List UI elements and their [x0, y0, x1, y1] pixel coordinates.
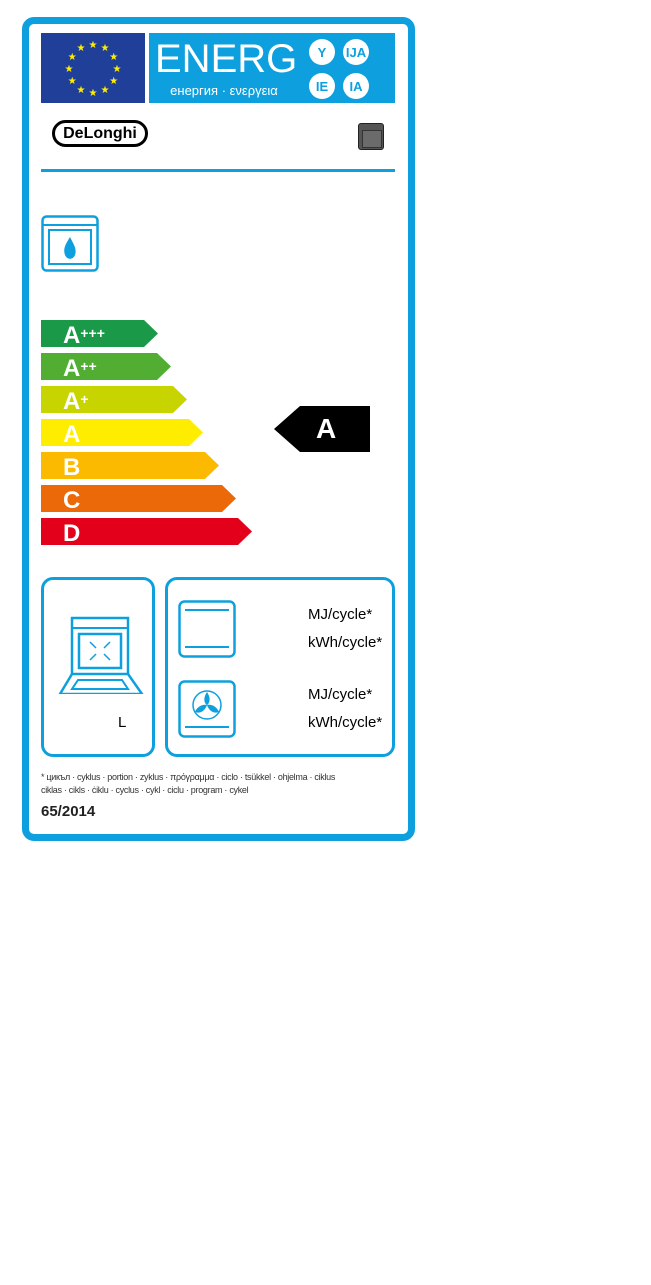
energy-class-bar: A+ [41, 386, 187, 413]
suffix-ie: IE [309, 73, 335, 99]
star-icon: ★ [101, 85, 110, 96]
conventional-kwh-unit: kWh/cycle* [308, 634, 383, 651]
footnote-line-1: * цикъл · cyklus · portion · zyklus · πρ… [41, 772, 336, 782]
class-letter: A [63, 322, 81, 349]
star-icon: ★ [77, 85, 86, 96]
energy-class-bar: C [41, 485, 236, 512]
star-icon: ★ [68, 76, 77, 87]
suffix-ija: IJA [343, 39, 369, 65]
star-icon: ★ [101, 43, 110, 54]
energy-class-bar: A++ [41, 353, 171, 380]
energy-class-bar: A+++ [41, 320, 158, 347]
star-icon: ★ [89, 40, 98, 51]
star-icon: ★ [113, 64, 122, 75]
class-letter: B [63, 454, 81, 481]
energy-class-bar: D [41, 518, 252, 545]
class-letter: C [63, 487, 81, 514]
eu-stars-icon: ★ ★★★★★★★★★★★ [65, 40, 122, 99]
star-icon: ★ [109, 76, 118, 87]
class-plus: +++ [80, 325, 105, 341]
class-letter: A [63, 355, 81, 382]
oven-product-icon [358, 123, 384, 150]
class-letter: A [63, 388, 81, 415]
oven-volume-icon [58, 616, 144, 694]
star-icon: ★ [109, 52, 118, 63]
footnote-line-2: ciklas · cikls · ċiklu · cyclus · cykl ·… [41, 785, 249, 795]
divider [41, 169, 395, 172]
footnote: * цикъл · cyklus · portion · zyklus · πρ… [41, 771, 406, 797]
class-letter: D [63, 520, 81, 547]
class-plus: + [80, 391, 89, 407]
fan-kwh-unit: kWh/cycle* [308, 714, 383, 731]
suffix-y: Y [309, 39, 335, 65]
suffix-ia: IA [343, 73, 369, 99]
star-icon: ★ [68, 52, 77, 63]
volume-unit: L [118, 714, 127, 731]
class-plus: ++ [80, 358, 97, 374]
energy-title: ENERG [155, 37, 298, 81]
consumption-box: MJ/cycle* kWh/cycle* MJ/cycle* kWh/cycle… [165, 577, 395, 757]
fan-mj-unit: MJ/cycle* [308, 686, 373, 703]
label-frame [22, 17, 415, 841]
star-icon: ★ [77, 43, 86, 54]
volume-box: L [41, 577, 155, 757]
brand-logo: DeLonghi [52, 120, 148, 147]
class-letter: A [63, 421, 81, 448]
energy-header: ENERG енергия · ενεργεια Y IJA IE IA [149, 33, 395, 103]
fan-mode-icon [178, 680, 236, 738]
eu-flag: ★ ★ ★ ★ ★ ★ ★ ★ ★ ★ ★ ★ [41, 33, 145, 103]
conventional-mj-unit: MJ/cycle* [308, 606, 373, 623]
star-icon: ★ [65, 64, 74, 75]
energy-class-bar: A [41, 419, 203, 446]
regulation-number: 65/2014 [41, 803, 96, 820]
gas-oven-icon [41, 215, 99, 272]
energy-class-bar: B [41, 452, 219, 479]
energy-subtitle: енергия · ενεργεια [170, 83, 278, 98]
star-icon: ★ [89, 88, 98, 99]
conventional-mode-icon [178, 600, 236, 658]
